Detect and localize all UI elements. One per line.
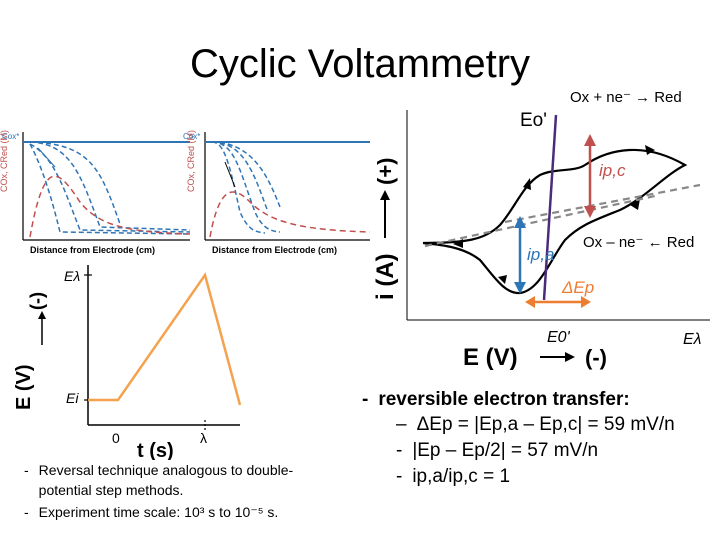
waveform-x-label: t (s) [137, 440, 174, 460]
conc-y-label-left: COx, CRed (M) [0, 130, 9, 192]
cv-x-minus: (-) [585, 345, 607, 370]
bullets-right: - reversible electron transfer: – ΔEp = |E… [362, 387, 712, 490]
cv-x-label-row: E (V) (-) [463, 344, 607, 371]
cv-y-label: i (A) [372, 253, 399, 300]
bullet-right-sub-2: - |Ep – Ep/2| = 57 mV/n [396, 440, 599, 461]
bullet-right-sub-3: - ip,a/ip,c = 1 [396, 466, 511, 487]
cv-e0-tick: E0' [547, 329, 571, 346]
cv-plot: ip,c ip,a ΔEp i (A) (+) E0' Eλ [372, 110, 710, 348]
cox-star-left: Cox* [2, 132, 19, 141]
cv-e0-top-label: Eo' [520, 110, 547, 131]
cv-reaction-red: Ox – ne⁻ ← Red [583, 234, 695, 251]
conc-x-label-left: Distance from Electrode (cm) [30, 245, 155, 255]
waveform-line [88, 272, 242, 406]
cv-x-label: E (V) [463, 344, 518, 371]
cv-elambda-tick: Eλ [683, 331, 702, 348]
cv-curve [422, 148, 688, 295]
concentration-profiles: COx, CRed (M) Cox* Distance from Electro… [0, 130, 371, 255]
cv-e0-line [542, 114, 558, 301]
cv-reaction-ox: Ox + ne⁻ → Red [570, 89, 682, 106]
cv-dEp-label: ΔEp [561, 278, 594, 297]
bullet-left-1: - Reversal technique analogous to double-… [24, 462, 294, 498]
cox-star-right: Cox* [183, 132, 200, 141]
waveform-y-minus: (-) [27, 292, 47, 310]
bullet-right-sub-1: – ΔEp = |Ep,a – Ep,c| = 59 mV/n [396, 414, 675, 435]
waveform-ei: Ei [66, 390, 79, 406]
conc-plot-left: COx, CRed (M) Cox* Distance from Electro… [0, 130, 191, 255]
waveform-y-label: E (V) [13, 364, 35, 410]
conc-plot-right: COx, CRed (M) Cox* Distance from Electro… [183, 130, 371, 255]
waveform-x-zero: 0 [112, 430, 120, 446]
bullet-right-main: - reversible electron transfer: [362, 389, 630, 410]
conc-y-label-right: COx, CRed (M) [186, 130, 196, 192]
waveform-elambda: Eλ [64, 268, 80, 284]
cv-ipa-label: ip,a [527, 245, 554, 264]
bullet-left-2: - Experiment time scale: 10³ s to 10⁻⁵ s. [24, 504, 279, 520]
cv-ipc-label: ip,c [599, 161, 626, 180]
cv-y-plus: (+) [373, 158, 398, 186]
bullets-left: - Reversal technique analogous to double-… [24, 460, 344, 522]
waveform-plot: E (V) (-) Eλ Ei 0 λ t (s) [13, 265, 242, 460]
conc-x-label-right: Distance from Electrode (cm) [212, 245, 337, 255]
waveform-x-lambda: λ [200, 430, 207, 446]
page-title: Cyclic Voltammetry [189, 42, 531, 86]
